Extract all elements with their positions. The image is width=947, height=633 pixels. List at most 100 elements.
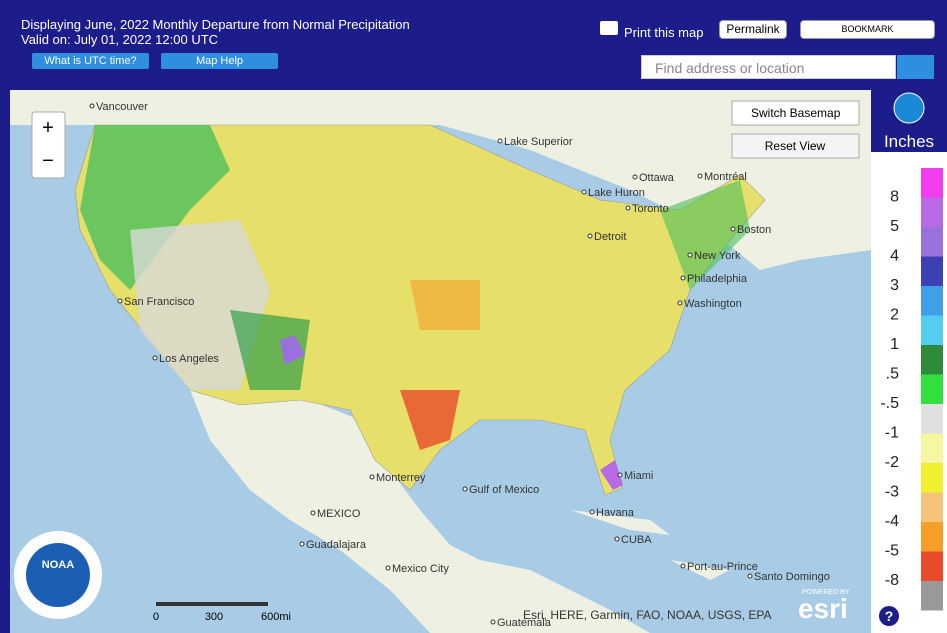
reset-view-btn[interactable] (731, 133, 860, 159)
bookmark[interactable]: BOOKMARK (800, 20, 935, 39)
attribution: Esri, HERE, Garmin, FAO, NOAA, USGS, EPA (523, 608, 772, 622)
permalink[interactable]: Permalink (719, 20, 787, 39)
sw-wet (230, 310, 310, 390)
search-button[interactable] (897, 55, 934, 79)
legend-label: 4 (890, 248, 899, 265)
place-label: Boston (737, 224, 771, 236)
place-dot (581, 189, 587, 195)
help-icon[interactable] (879, 606, 899, 626)
place-label: Lake Huron (588, 187, 645, 199)
noaa-inner (26, 543, 90, 607)
place-label: Havana (596, 507, 635, 519)
place-label: Guadalajara (306, 539, 367, 551)
place-label: San Francisco (124, 296, 194, 308)
place-dot (462, 486, 468, 492)
map: Vancouver Lake Superior Ottawa Montréal Lake… (10, 90, 871, 633)
legend-label: -5 (885, 543, 899, 560)
place-dot (614, 536, 620, 542)
place-label: Washington (684, 298, 742, 310)
legend-logo (893, 92, 925, 124)
scale-label: 600mi (261, 611, 291, 623)
place-label: Lake Superior (504, 136, 573, 148)
legend-label: -2 (885, 454, 899, 471)
scale-label: 0 (153, 611, 159, 623)
canada (10, 90, 871, 270)
noaa-text: NOAA (42, 559, 74, 571)
place-dot (117, 298, 123, 304)
print-link[interactable]: Print this map (624, 25, 704, 40)
place-label: Monterrey (376, 472, 426, 484)
place-label: Ottawa (639, 172, 675, 184)
zoom-out[interactable]: − (42, 150, 54, 172)
place-dot (617, 472, 623, 478)
legend-swatch (921, 492, 943, 522)
legend-swatch (921, 286, 943, 316)
legend-swatch (921, 315, 943, 345)
legend-swatch (921, 433, 943, 463)
switch-basemap[interactable]: Switch Basemap (751, 106, 841, 120)
legend-swatch (921, 256, 943, 286)
legend-label: .5 (886, 366, 899, 383)
scale-label: 300 (205, 611, 223, 623)
place-dot (632, 174, 638, 180)
legend-label: -.5 (880, 395, 899, 412)
reset-view[interactable]: Reset View (765, 139, 826, 153)
place-dot (89, 103, 95, 109)
legend-label: -3 (885, 484, 899, 501)
place-dot (589, 509, 595, 515)
place-label: MEXICO (317, 508, 361, 520)
place-dot (310, 510, 316, 516)
help-button[interactable]: Map Help (161, 53, 278, 69)
place-label: CUBA (621, 534, 652, 546)
legend-label: 3 (890, 277, 899, 294)
place-label: Philadelphia (687, 273, 748, 285)
place-dot (152, 355, 158, 361)
place-dot (299, 541, 305, 547)
place-dot (677, 300, 683, 306)
switch-basemap-btn[interactable] (731, 100, 860, 126)
legend-label: -4 (885, 513, 899, 530)
place-label: Mexico City (392, 563, 449, 575)
place-label: Santo Domingo (754, 571, 830, 583)
help[interactable]: ? (885, 608, 894, 624)
place-label: Detroit (594, 231, 626, 243)
place-dot (490, 619, 496, 625)
legend-swatch (921, 551, 943, 581)
nw-wet (80, 125, 230, 290)
legend: Inches ? 8 5 4 3 2 1 .5 -.5 -1 -2 -3 -4 -5 -8 (871, 90, 947, 633)
legend-label: 1 (890, 336, 899, 353)
powered-by: POWERED BY (802, 589, 850, 596)
place-dot (687, 252, 693, 258)
ne-wet (660, 180, 750, 290)
place-label: Gulf of Mexico (469, 484, 539, 496)
place-label: Toronto (632, 203, 669, 215)
legend-swatch (921, 404, 943, 434)
legend-label: 2 (890, 307, 899, 324)
valid-time: Valid on: July 01, 2022 12:00 UTC (21, 32, 219, 47)
place-label: New York (694, 250, 741, 262)
legend-swatch (921, 197, 943, 227)
place-dot (680, 275, 686, 281)
plains-dry (410, 280, 480, 330)
legend-swatch (921, 522, 943, 552)
zoom-in[interactable]: + (42, 117, 54, 139)
legend-swatch (921, 345, 943, 375)
place-label: Montréal (704, 171, 747, 183)
place-dot (497, 138, 503, 144)
print-icon[interactable] (600, 21, 618, 35)
search-box[interactable]: Find address or location (641, 55, 896, 79)
west-normal (130, 220, 270, 390)
mexico (190, 390, 650, 633)
legend-swatch (921, 168, 943, 198)
place-label: Vancouver (96, 101, 148, 113)
place-dot (369, 474, 375, 480)
place-dot (697, 173, 703, 179)
place-dot (680, 563, 686, 569)
esri-logo: esri (798, 593, 848, 624)
place-label: Guatemala (497, 617, 552, 629)
legend-swatch (921, 227, 943, 257)
legend-swatch (921, 374, 943, 404)
legend-swatch-end (921, 581, 943, 611)
zoom-box (31, 111, 66, 179)
utc-button[interactable]: What is UTC time? (32, 53, 149, 69)
